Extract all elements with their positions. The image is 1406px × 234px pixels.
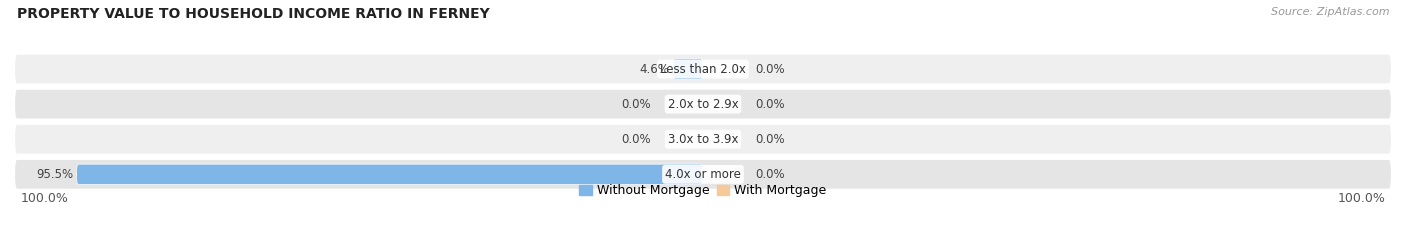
Text: 0.0%: 0.0% — [755, 98, 785, 111]
FancyBboxPatch shape — [14, 159, 1392, 190]
Text: 4.0x or more: 4.0x or more — [665, 168, 741, 181]
Text: 0.0%: 0.0% — [755, 168, 785, 181]
Text: 95.5%: 95.5% — [37, 168, 73, 181]
Text: 100.0%: 100.0% — [21, 192, 69, 205]
Text: 0.0%: 0.0% — [755, 133, 785, 146]
Legend: Without Mortgage, With Mortgage: Without Mortgage, With Mortgage — [574, 179, 832, 202]
Text: 0.0%: 0.0% — [621, 133, 651, 146]
Text: 0.0%: 0.0% — [621, 98, 651, 111]
FancyBboxPatch shape — [14, 54, 1392, 84]
FancyBboxPatch shape — [14, 89, 1392, 120]
FancyBboxPatch shape — [76, 164, 703, 184]
Text: 2.0x to 2.9x: 2.0x to 2.9x — [668, 98, 738, 111]
FancyBboxPatch shape — [673, 59, 703, 79]
Text: 0.0%: 0.0% — [755, 62, 785, 76]
Text: 4.6%: 4.6% — [640, 62, 669, 76]
Text: PROPERTY VALUE TO HOUSEHOLD INCOME RATIO IN FERNEY: PROPERTY VALUE TO HOUSEHOLD INCOME RATIO… — [17, 7, 489, 21]
Text: 3.0x to 3.9x: 3.0x to 3.9x — [668, 133, 738, 146]
FancyBboxPatch shape — [14, 124, 1392, 155]
Text: Less than 2.0x: Less than 2.0x — [659, 62, 747, 76]
Text: 100.0%: 100.0% — [1337, 192, 1385, 205]
Text: Source: ZipAtlas.com: Source: ZipAtlas.com — [1271, 7, 1389, 17]
